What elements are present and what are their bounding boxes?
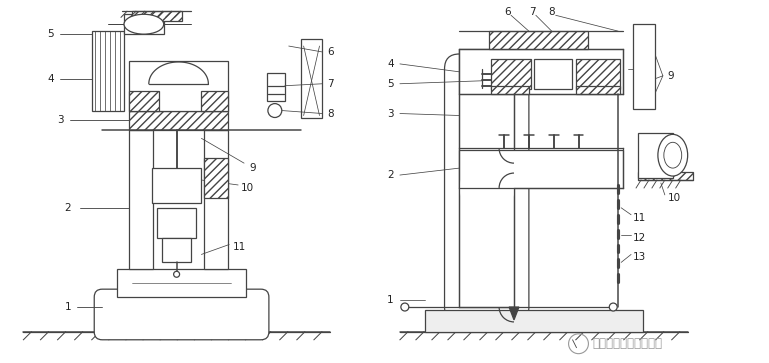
Bar [638,133,673,178]
Text: 10: 10 [667,193,681,203]
Bar [92,31,124,111]
Bar [129,130,153,269]
Text: 4: 4 [387,59,394,69]
Bar [129,61,228,111]
Text: 1: 1 [387,295,394,305]
Bar [459,49,514,307]
Bar [117,269,246,297]
Text: 8: 8 [328,109,334,119]
Bar [205,158,228,198]
Bar [489,31,588,49]
Text: 1: 1 [65,302,71,312]
FancyBboxPatch shape [444,54,529,322]
Text: 9: 9 [667,71,674,81]
Text: 6: 6 [504,7,511,17]
Bar [124,14,164,34]
Text: 11: 11 [233,242,246,253]
Bar [201,91,228,111]
Text: 5: 5 [387,79,394,89]
Text: 7: 7 [529,7,535,17]
Circle shape [268,103,281,118]
Bar [575,86,620,94]
Text: 5: 5 [48,29,55,39]
Circle shape [401,303,409,311]
Text: 2: 2 [387,170,394,180]
Text: 4: 4 [48,74,55,84]
Bar [267,73,285,101]
Ellipse shape [664,142,681,168]
Text: 2: 2 [65,203,71,213]
Bar [638,172,693,180]
Bar [534,59,571,89]
Ellipse shape [459,163,515,213]
Text: 3: 3 [387,109,394,119]
Bar [491,59,531,89]
Polygon shape [509,307,519,320]
Bar [151,168,201,203]
Bar [491,86,529,94]
FancyBboxPatch shape [95,289,269,340]
Bar [129,91,158,111]
Text: 11: 11 [633,213,646,223]
Bar [132,11,181,21]
Bar [129,111,228,130]
Circle shape [609,303,618,311]
Text: 7: 7 [328,79,334,89]
Circle shape [174,271,180,277]
Text: 9: 9 [249,163,255,173]
Bar [575,59,620,89]
Bar [424,310,643,332]
Text: 10: 10 [241,183,255,193]
Ellipse shape [124,14,164,34]
Text: 12: 12 [633,233,646,242]
Bar [459,49,623,94]
Bar [301,39,322,118]
Text: 8: 8 [549,7,555,17]
Text: 3: 3 [58,115,64,126]
Text: 6: 6 [328,47,334,57]
Text: 五金冲压模具设计教学: 五金冲压模具设计教学 [592,337,662,350]
Bar [205,130,228,269]
Ellipse shape [658,134,687,176]
Bar [633,24,655,109]
Bar [459,150,623,188]
Text: 13: 13 [633,252,646,262]
Bar [157,208,196,237]
Bar [161,237,191,262]
